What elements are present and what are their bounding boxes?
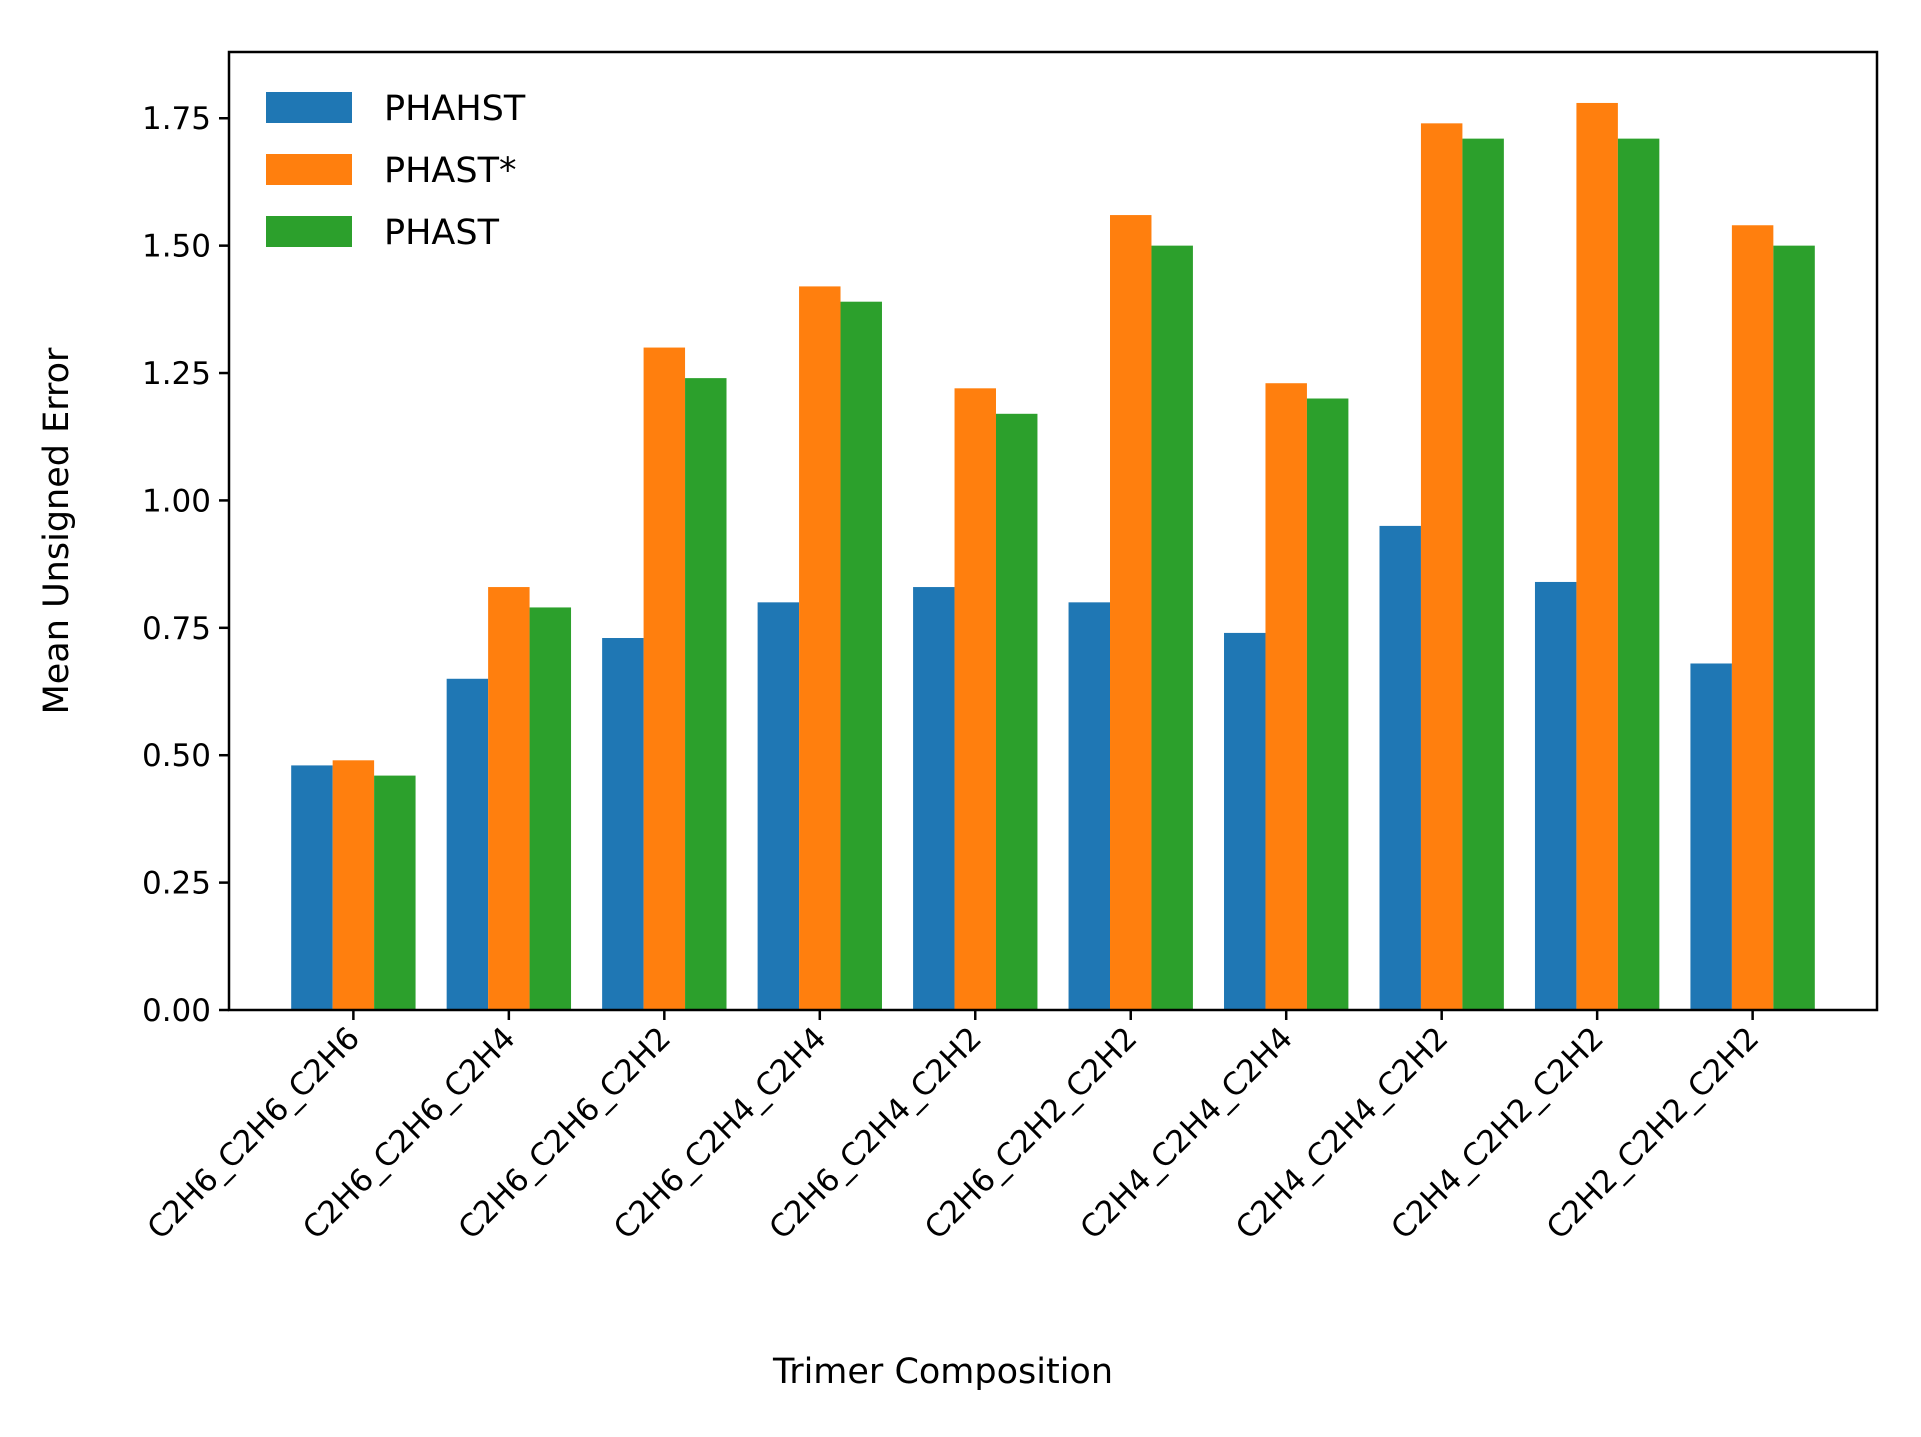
y-tick-label: 1.50 <box>142 229 211 265</box>
legend-label: PHAST* <box>384 151 516 191</box>
bar-phast-7 <box>1420 123 1463 1010</box>
bar-phast-0 <box>374 775 416 1010</box>
y-tick-label: 0.00 <box>142 993 211 1029</box>
bar-phast-2 <box>685 378 727 1010</box>
legend-swatch-phast <box>266 154 352 185</box>
y-tick-label: 1.00 <box>142 483 211 519</box>
bar-phast-1 <box>529 607 572 1010</box>
y-tick-label: 0.25 <box>142 866 211 902</box>
x-axis: C2H6_C2H6_C2H6C2H6_C2H6_C2H4C2H6_C2H6_C2… <box>141 1010 1766 1247</box>
bar-phast-4 <box>995 413 1038 1011</box>
bar-phast-1 <box>488 587 530 1010</box>
bar-phast-3 <box>799 286 841 1010</box>
y-axis-label: Mean Unsigned Error <box>37 347 77 714</box>
legend-label: PHAHST <box>384 89 526 129</box>
bar-phast-8 <box>1576 102 1618 1010</box>
x-axis-label: Trimer Composition <box>772 1352 1113 1392</box>
bar-phast-2 <box>643 347 686 1010</box>
bar-phast-6 <box>1306 398 1349 1011</box>
y-tick-label: 1.75 <box>142 101 211 137</box>
bars-layer <box>291 102 1815 1011</box>
bar-phast-7 <box>1462 138 1504 1010</box>
legend-swatch-phast <box>266 216 352 247</box>
bar-phast-5 <box>1151 245 1193 1010</box>
bar-phast-3 <box>840 301 882 1010</box>
bar-phahst-1 <box>446 678 489 1010</box>
bar-phast-8 <box>1617 138 1660 1010</box>
bar-phast-4 <box>954 388 996 1010</box>
y-tick-label: 1.25 <box>142 356 211 392</box>
legend-label: PHAST <box>384 213 500 253</box>
bar-phahst-3 <box>757 602 800 1010</box>
y-axis: 0.00 0.25 0.50 0.75 1.00 1.25 1.50 1.75 <box>142 101 229 1029</box>
bar-phast-9 <box>1773 245 1815 1010</box>
y-tick-label: 0.75 <box>142 611 211 647</box>
bar-phahst-8 <box>1534 581 1577 1010</box>
bar-phahst-7 <box>1379 525 1421 1010</box>
bar-phahst-2 <box>602 638 644 1010</box>
plot-area-frame <box>227 50 1879 1012</box>
bar-phast-0 <box>332 760 375 1010</box>
legend-swatch-phahst <box>266 92 352 123</box>
y-tick-label: 0.50 <box>142 738 211 774</box>
bar-phahst-6 <box>1224 632 1266 1010</box>
bar-phast-6 <box>1265 383 1307 1011</box>
bar-phast-9 <box>1731 225 1774 1011</box>
legend: PHAHST PHAST* PHAST <box>266 89 526 253</box>
bar-phahst-9 <box>1690 663 1732 1010</box>
bar-phast-5 <box>1110 215 1152 1010</box>
bar-phahst-5 <box>1068 602 1111 1010</box>
bar-phahst-0 <box>291 765 333 1010</box>
bar-phahst-4 <box>913 587 955 1010</box>
